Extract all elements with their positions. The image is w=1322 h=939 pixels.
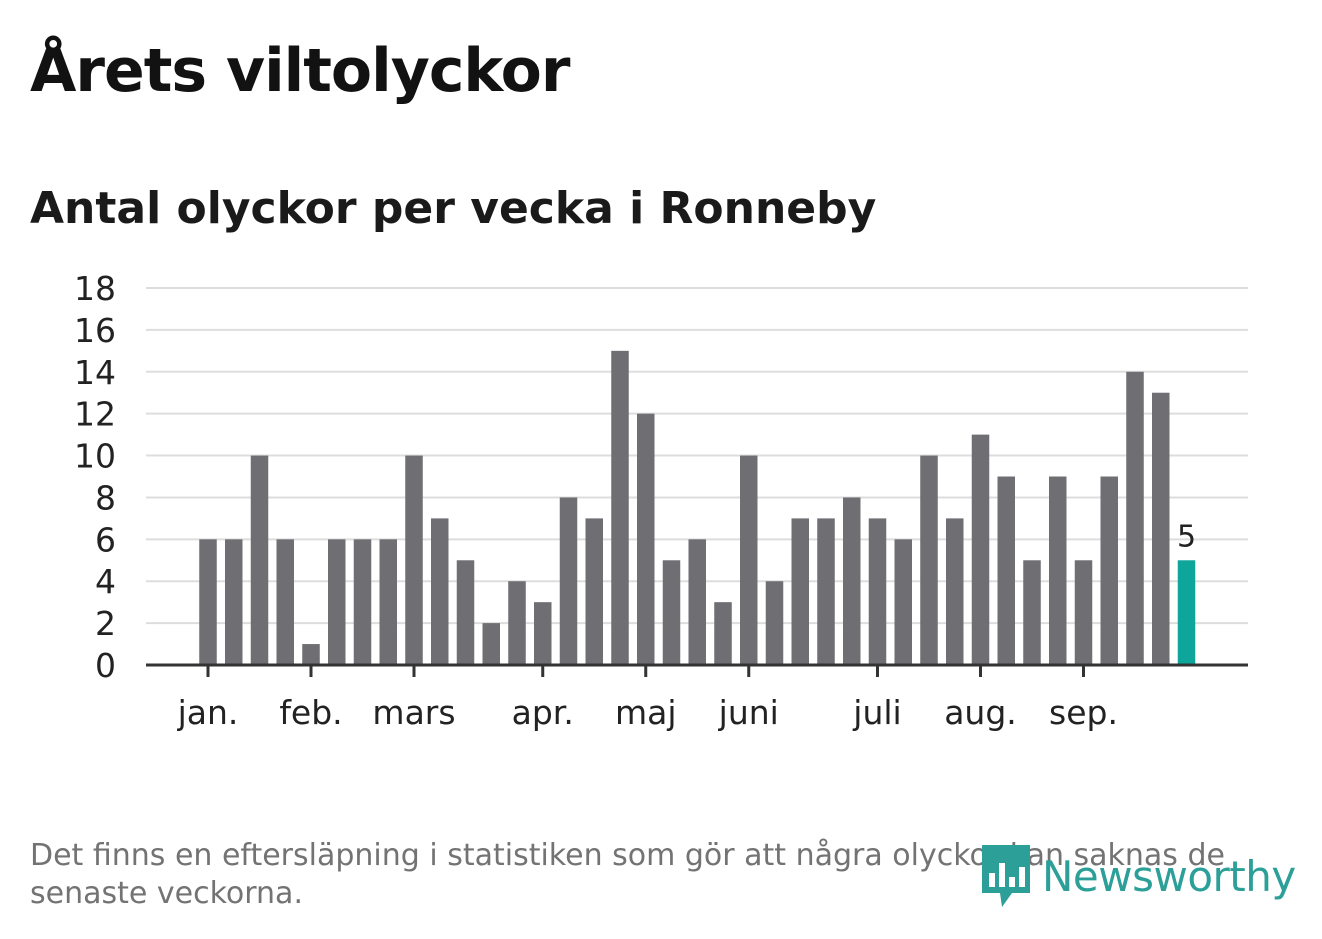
bars: 5 (199, 350, 1196, 666)
bar[interactable] (559, 497, 578, 665)
bar[interactable] (482, 623, 501, 665)
y-tick-label: 0 (95, 646, 116, 685)
bar[interactable] (534, 602, 552, 665)
bar[interactable] (250, 455, 269, 665)
chart-subtitle: Antal olyckor per vecka i Ronneby (30, 183, 877, 234)
bar[interactable] (714, 602, 732, 665)
month-tick-label: aug. (944, 693, 1017, 732)
bar[interactable] (1100, 476, 1119, 666)
y-tick-label: 12 (74, 395, 116, 434)
bar[interactable] (456, 560, 475, 665)
bar[interactable] (637, 413, 655, 665)
bar[interactable] (997, 476, 1016, 666)
y-tick-label: 16 (74, 311, 116, 350)
newsworthy-logo-icon (982, 845, 1030, 907)
bar[interactable] (843, 497, 861, 665)
newsworthy-logo[interactable]: Newsworthy (980, 843, 1296, 909)
bar[interactable] (894, 539, 913, 665)
bar[interactable] (1126, 371, 1144, 665)
month-tick-label: juli (852, 693, 901, 732)
month-tick-label: maj (615, 693, 677, 732)
bar[interactable] (431, 518, 449, 665)
bar[interactable] (971, 434, 990, 665)
month-ticks: jan. feb. mars apr. maj juni juli aug. sep. (177, 665, 1118, 732)
month-tick-label: mars (372, 693, 455, 732)
bar[interactable] (1074, 560, 1093, 665)
y-tick-label: 14 (74, 353, 116, 392)
month-tick-label: sep. (1049, 693, 1118, 732)
bar[interactable] (405, 455, 423, 665)
y-tick-label: 8 (95, 478, 116, 517)
bar[interactable] (740, 455, 758, 665)
bar[interactable] (688, 539, 707, 665)
bar[interactable] (1152, 392, 1170, 665)
bar[interactable] (1049, 476, 1067, 666)
chart-title: Årets viltolyckor (30, 36, 570, 106)
bar[interactable] (611, 350, 629, 665)
bar-highlighted[interactable] (1177, 560, 1196, 665)
bar[interactable] (791, 518, 810, 665)
logo-text: Newsworthy (1042, 851, 1296, 901)
bar[interactable] (868, 518, 887, 665)
bar[interactable] (199, 539, 217, 665)
y-tick-label: 10 (74, 437, 116, 476)
bar[interactable] (328, 539, 346, 665)
bar[interactable] (225, 539, 243, 665)
month-tick-label: feb. (279, 693, 342, 732)
bar[interactable] (585, 518, 604, 665)
bar[interactable] (920, 455, 938, 665)
y-tick-label: 4 (95, 562, 116, 601)
bar[interactable] (662, 560, 681, 665)
y-tick-label: 2 (95, 604, 116, 643)
y-tick-label: 18 (74, 269, 116, 308)
bar[interactable] (276, 539, 295, 665)
bar[interactable] (817, 518, 835, 665)
y-tick-label: 6 (95, 520, 116, 559)
bar[interactable] (946, 518, 964, 665)
month-tick-label: jan. (177, 693, 239, 732)
month-tick-label: apr. (512, 693, 574, 732)
bar[interactable] (353, 539, 372, 665)
bar-value-label: 5 (1177, 519, 1196, 554)
bar[interactable] (765, 581, 784, 665)
bar[interactable] (1023, 560, 1041, 665)
bar[interactable] (379, 539, 398, 665)
bar[interactable] (508, 581, 526, 665)
month-tick-label: juni (718, 693, 779, 732)
bar[interactable] (302, 644, 320, 665)
